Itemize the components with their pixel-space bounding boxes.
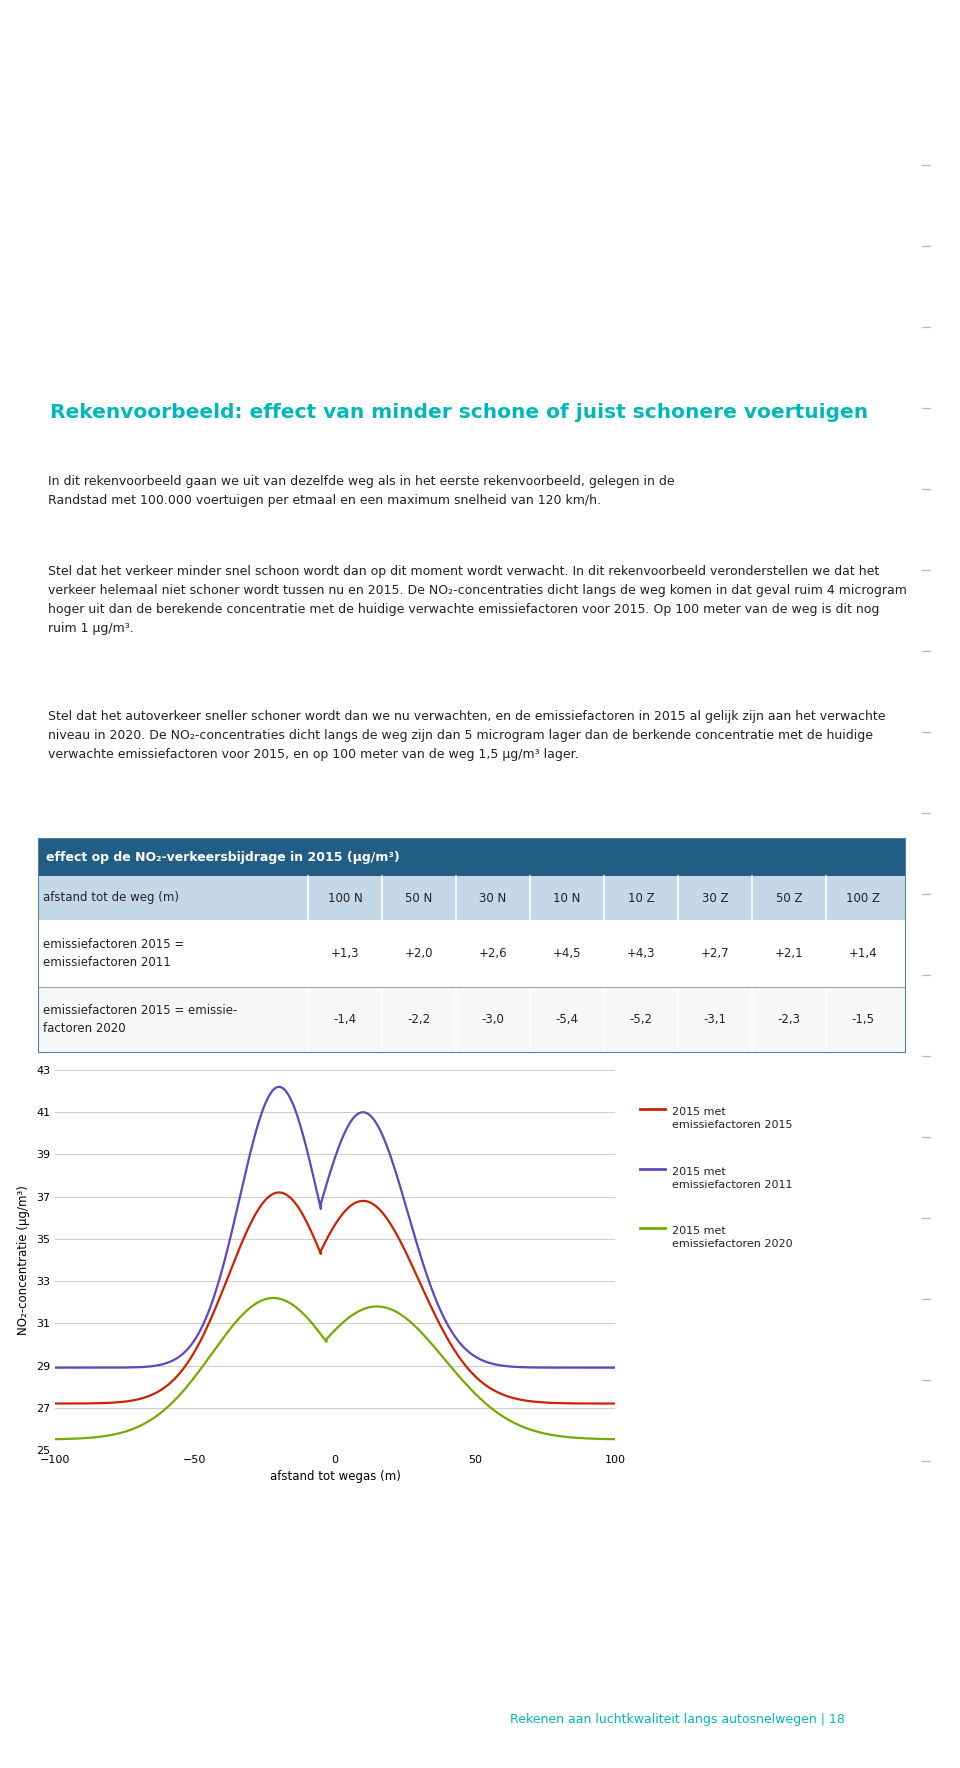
Bar [38,875,906,919]
Text: +4,5: +4,5 [553,948,581,960]
Text: -2,2: -2,2 [407,1013,431,1027]
Text: emissiefactoren 2015 = emissie-
factoren 2020: emissiefactoren 2015 = emissie- factoren… [43,1004,237,1036]
Text: 100 N: 100 N [327,891,362,905]
Text: -3,1: -3,1 [704,1013,727,1027]
Text: emissiefactoren 2015 =
emissiefactoren 2011: emissiefactoren 2015 = emissiefactoren 2… [43,939,184,969]
Text: 10 Z: 10 Z [628,891,655,905]
Text: +1,4: +1,4 [849,948,877,960]
Text: 2015 met
emissiefactoren 2020: 2015 met emissiefactoren 2020 [673,1227,793,1248]
Text: 100 Z: 100 Z [846,891,880,905]
Bar [38,919,906,987]
Text: -5,2: -5,2 [630,1013,653,1027]
Text: effect op de NO₂-verkeersbijdrage in 2015 (μg/m³): effect op de NO₂-verkeersbijdrage in 201… [46,850,399,863]
Text: Rekenvoorbeeld: effect van minder schone of juist schonere voertuigen: Rekenvoorbeeld: effect van minder schone… [51,403,869,421]
Text: -5,4: -5,4 [556,1013,579,1027]
Text: In dit rekenvoorbeeld gaan we uit van dezelfde weg als in het eerste rekenvoorbe: In dit rekenvoorbeeld gaan we uit van de… [48,476,675,507]
Text: +1,3: +1,3 [331,948,359,960]
Text: +2,7: +2,7 [701,948,730,960]
Text: +4,3: +4,3 [627,948,656,960]
Text: 10 N: 10 N [553,891,581,905]
Text: 50 N: 50 N [405,891,433,905]
Text: afstand tot de weg (m): afstand tot de weg (m) [43,891,179,905]
Text: -3,0: -3,0 [482,1013,504,1027]
Text: 50 Z: 50 Z [776,891,803,905]
X-axis label: afstand tot wegas (m): afstand tot wegas (m) [270,1471,400,1483]
Text: -2,3: -2,3 [778,1013,801,1027]
Y-axis label: NO₂-concentratie (μg/m³): NO₂-concentratie (μg/m³) [17,1185,31,1335]
Text: Rekenen aan luchtkwaliteit langs autosnelwegen | 18: Rekenen aan luchtkwaliteit langs autosne… [510,1713,845,1726]
Text: -1,5: -1,5 [852,1013,875,1027]
Text: +2,6: +2,6 [479,948,507,960]
Text: +2,0: +2,0 [405,948,433,960]
Text: -1,4: -1,4 [333,1013,356,1027]
Text: 2015 met
emissiefactoren 2011: 2015 met emissiefactoren 2011 [673,1167,793,1190]
Text: Stel dat het autoverkeer sneller schoner wordt dan we nu verwachten, en de emiss: Stel dat het autoverkeer sneller schoner… [48,711,885,760]
Bar [38,838,906,875]
Bar [38,987,906,1054]
Text: 2015 met
emissiefactoren 2015: 2015 met emissiefactoren 2015 [673,1107,793,1130]
Text: 30 Z: 30 Z [702,891,729,905]
Text: +2,1: +2,1 [775,948,804,960]
Text: 30 N: 30 N [479,891,507,905]
Text: Stel dat het verkeer minder snel schoon wordt dan op dit moment wordt verwacht. : Stel dat het verkeer minder snel schoon … [48,566,907,635]
